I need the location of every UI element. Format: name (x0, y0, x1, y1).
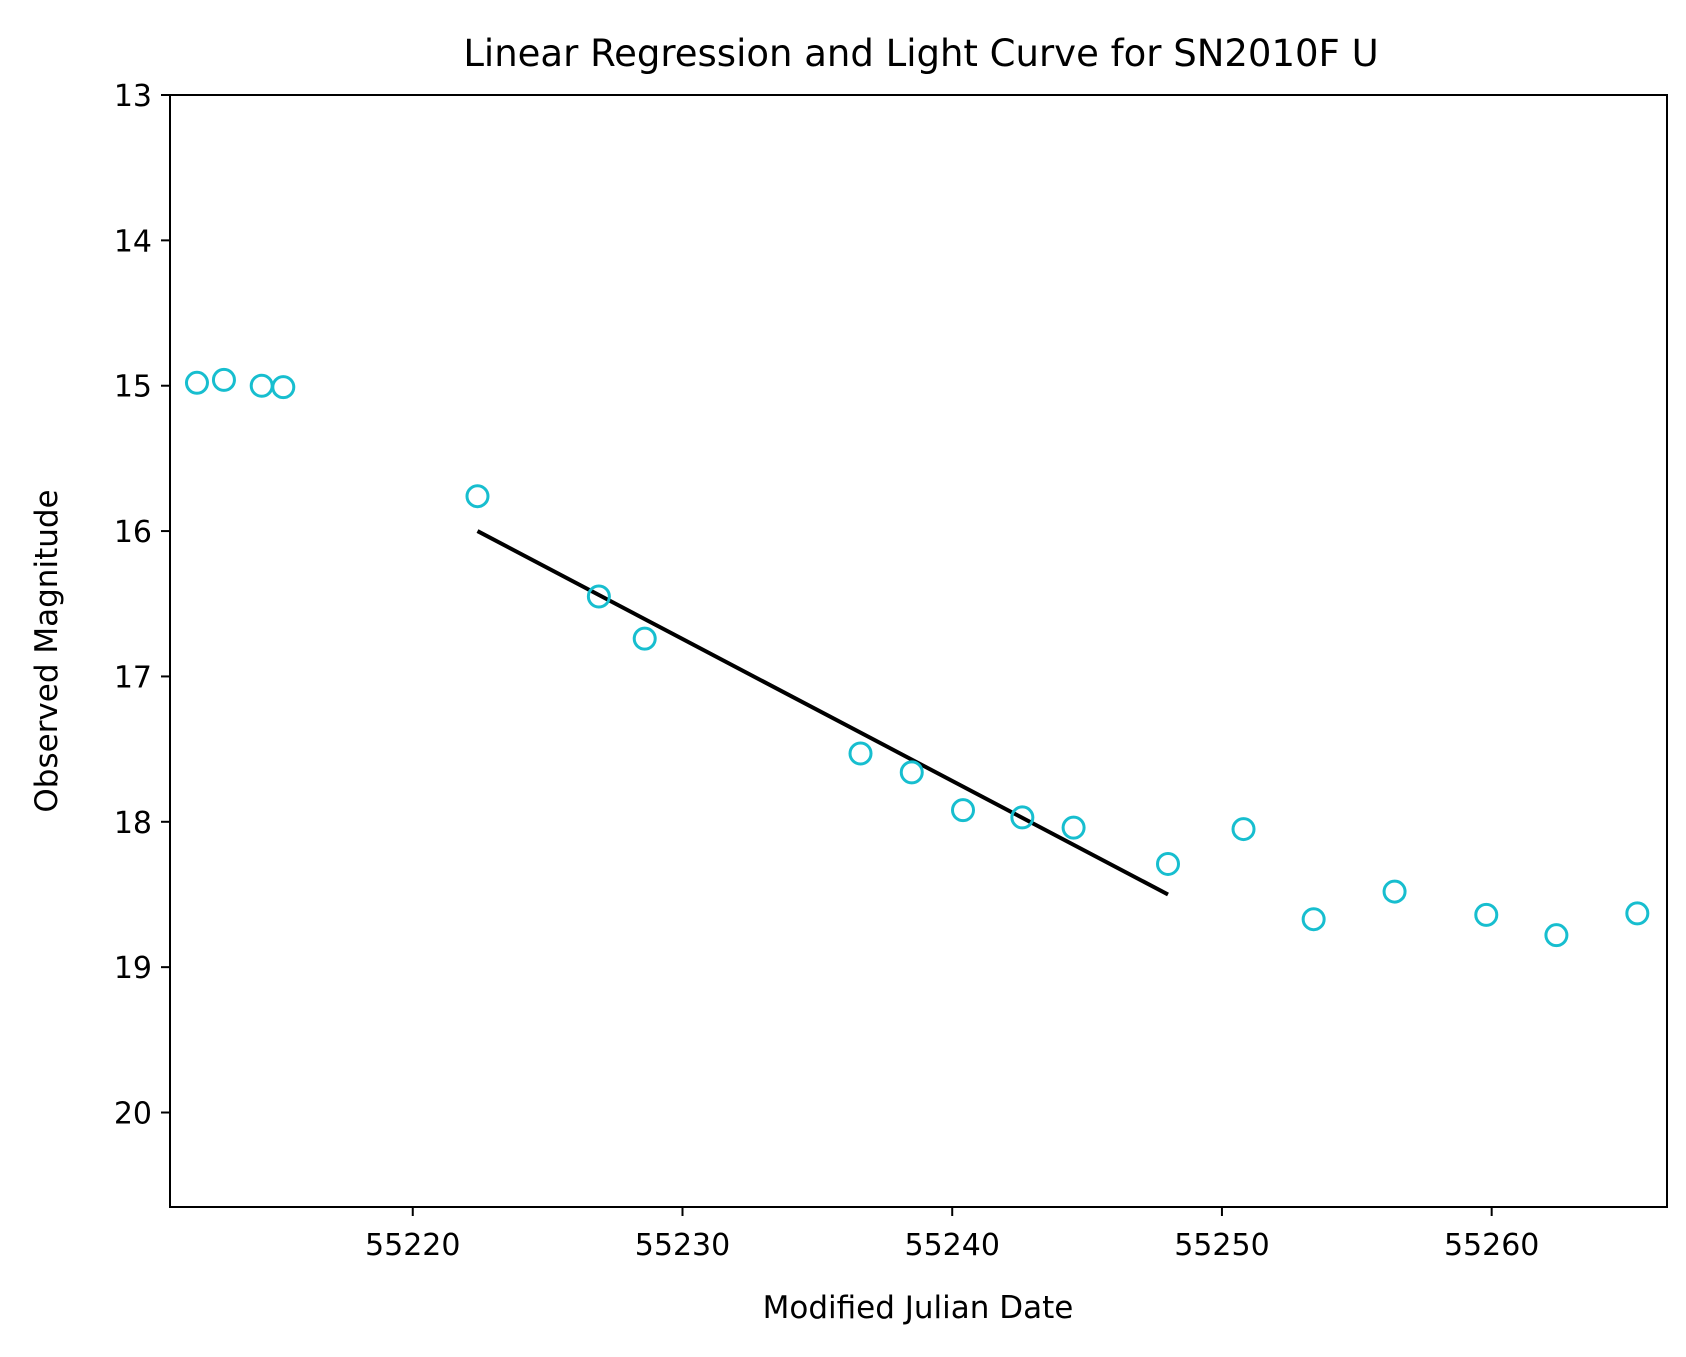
y-tick-label: 20 (114, 1097, 152, 1132)
data-point (1625, 901, 1650, 926)
data-point (848, 741, 873, 766)
y-tick-label: 18 (114, 806, 152, 841)
x-tick-label: 55220 (365, 1228, 460, 1263)
data-point (1544, 923, 1569, 948)
chart-title: Linear Regression and Light Curve for SN… (463, 32, 1378, 75)
x-tick-label: 55250 (1174, 1228, 1269, 1263)
axes-frame (169, 94, 1668, 1208)
x-tick-label: 55230 (635, 1228, 730, 1263)
y-tick-label: 17 (114, 660, 152, 695)
data-point (951, 798, 976, 823)
y-tick-label: 15 (114, 370, 152, 405)
data-point (1301, 907, 1326, 932)
y-axis-title: Observed Magnitude (29, 489, 65, 812)
data-point (1061, 815, 1086, 840)
data-point (465, 484, 490, 509)
data-point (1382, 879, 1407, 904)
data-point (586, 584, 611, 609)
y-tick-label: 19 (114, 951, 152, 986)
x-tick-label: 55260 (1444, 1228, 1539, 1263)
data-point (1231, 817, 1256, 842)
y-tick-label: 13 (114, 79, 152, 114)
data-point (249, 373, 274, 398)
data-point (271, 375, 296, 400)
data-point (632, 626, 657, 651)
y-axis: 13 14 15 16 17 18 19 20 (114, 79, 170, 1132)
y-tick-label: 14 (114, 224, 152, 259)
x-axis-title: Modified Julian Date (763, 1290, 1074, 1326)
y-tick-label: 16 (114, 515, 152, 550)
regression-line (476, 529, 1169, 897)
x-axis: 55220 55230 55240 55250 55260 (365, 1207, 1539, 1263)
data-point (899, 760, 924, 785)
data-point (1474, 902, 1499, 927)
data-point (1010, 805, 1035, 830)
x-tick-label: 55240 (904, 1228, 999, 1263)
data-point (1156, 851, 1180, 876)
data-point (184, 370, 209, 395)
plot-area (184, 367, 1650, 948)
data-point (211, 367, 236, 392)
